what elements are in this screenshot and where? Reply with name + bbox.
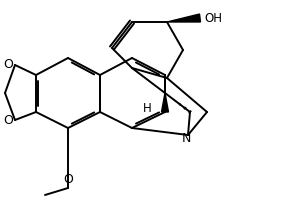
Polygon shape [161,93,168,112]
Polygon shape [167,14,201,22]
Text: OH: OH [204,12,222,24]
Text: O: O [63,173,73,186]
Text: O: O [3,114,13,127]
Text: O: O [3,59,13,72]
Text: H: H [142,102,151,115]
Text: N: N [181,131,191,144]
